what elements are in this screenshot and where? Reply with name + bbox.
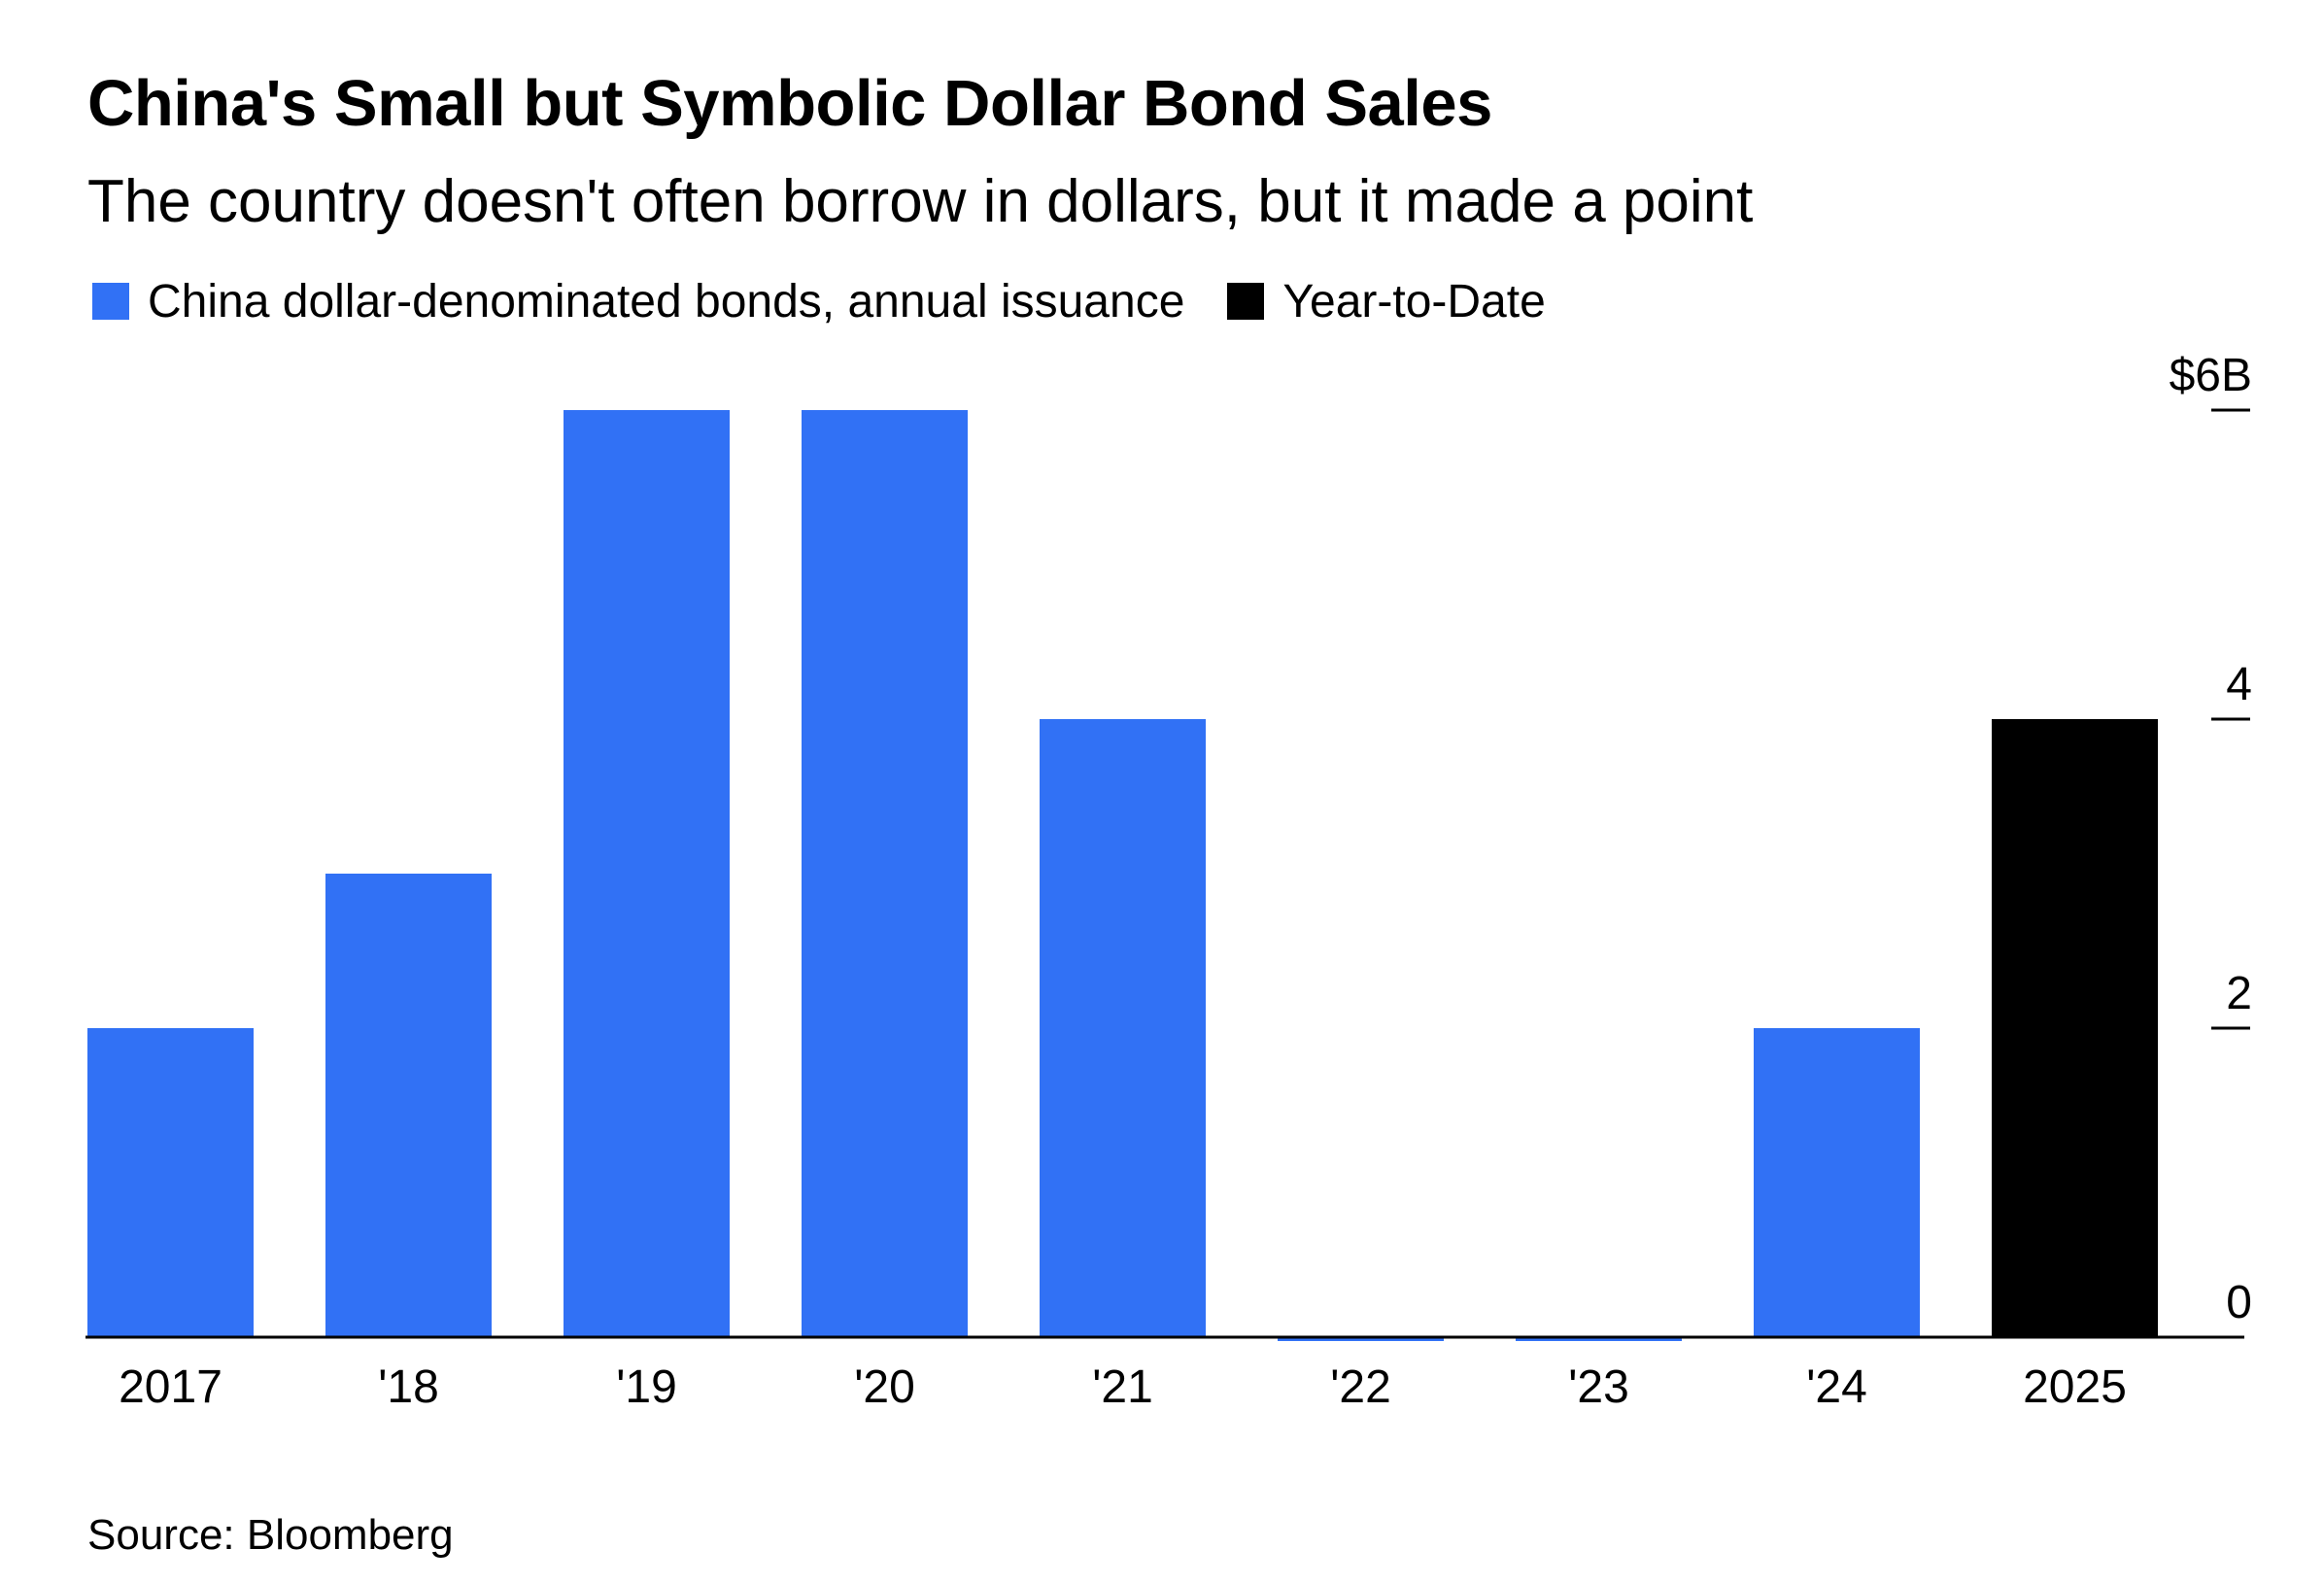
legend-label-annual: China dollar-denominated bonds, annual i… [148, 275, 1185, 327]
legend-item-annual: China dollar-denominated bonds, annual i… [92, 275, 1184, 328]
bar-21 [1040, 719, 1206, 1337]
y-tick-label: $6B [2170, 350, 2252, 401]
x-tick-label: 2025 [2023, 1361, 2127, 1413]
bar-2017 [87, 1028, 254, 1337]
legend-swatch-annual [92, 283, 129, 320]
x-tick-label: '20 [854, 1361, 915, 1413]
y-tick-label: 0 [2226, 1277, 2252, 1328]
x-tick-label: '23 [1568, 1361, 1629, 1413]
x-tick-label: 2017 [119, 1361, 222, 1413]
y-tick-label: 2 [2226, 968, 2252, 1019]
bar-22-zero [1278, 1338, 1444, 1341]
y-tick-label: 4 [2226, 659, 2252, 710]
chart-title: China's Small but Symbolic Dollar Bond S… [87, 67, 1492, 140]
bar-23-zero [1516, 1338, 1682, 1341]
legend-label-ytd: Year-to-Date [1282, 275, 1546, 327]
bar-24 [1754, 1028, 1920, 1337]
bar-19 [564, 410, 730, 1337]
legend-item-ytd: Year-to-Date [1227, 275, 1546, 328]
bar-20 [802, 410, 968, 1337]
x-tick-label: '19 [616, 1361, 677, 1413]
x-tick-label: '24 [1806, 1361, 1867, 1413]
x-tick-label: '18 [378, 1361, 439, 1413]
legend-swatch-ytd [1227, 283, 1265, 320]
legend: China dollar-denominated bonds, annual i… [92, 272, 1589, 330]
bar-18 [325, 874, 492, 1337]
source-note: Source: Bloomberg [87, 1511, 454, 1559]
bar-2025-ytd [1992, 719, 2158, 1337]
chart-subtitle: The country doesn't often borrow in doll… [87, 168, 1754, 235]
x-tick-label: '21 [1092, 1361, 1153, 1413]
x-tick-label: '22 [1330, 1361, 1391, 1413]
